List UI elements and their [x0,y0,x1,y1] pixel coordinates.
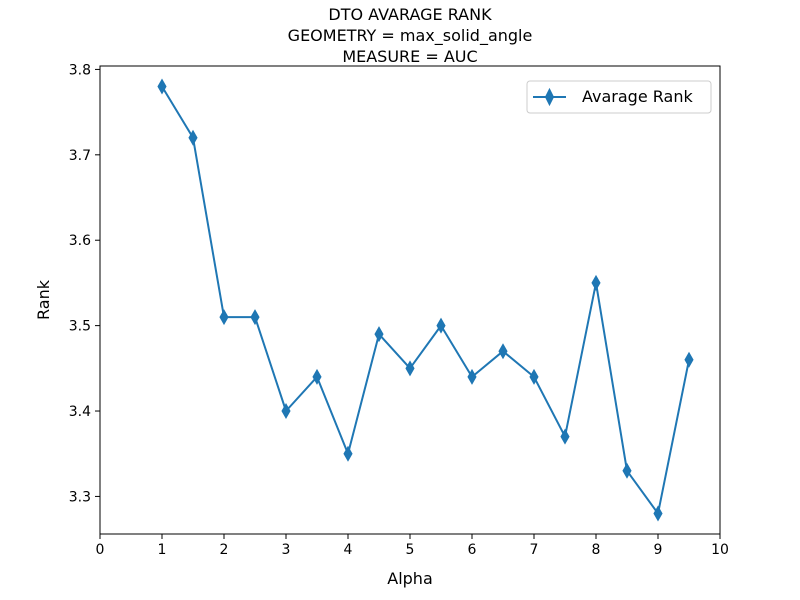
data-point-marker [188,129,198,146]
data-point-marker [405,360,415,377]
legend-box [526,80,712,114]
legend-label: Avarage Rank [582,87,693,106]
x-tick-label: 7 [530,542,539,558]
legend-marker-swatch [544,87,555,107]
x-tick-label: 8 [592,542,601,558]
data-point-marker [436,317,446,334]
chart-title: DTO AVARAGE RANK GEOMETRY = max_solid_an… [288,5,533,66]
x-tick-label: 0 [96,542,105,558]
data-point-marker [529,368,539,385]
x-tick-label: 1 [158,542,167,558]
data-point-marker [622,462,632,479]
data-point-marker [498,343,508,360]
y-tick-label: 3.8 [69,62,91,78]
data-point-marker [219,309,229,326]
y-tick-label: 3.4 [69,404,91,420]
data-point-marker [281,403,291,420]
data-point-marker [560,428,570,445]
series-markers [157,78,694,522]
x-tick-label: 2 [220,542,229,558]
plot-area [100,66,720,534]
x-tick-label: 6 [468,542,477,558]
y-tick-label: 3.5 [69,319,91,335]
data-point-marker [343,445,353,462]
title-line-3: MEASURE = AUC [342,47,477,66]
y-tick-label: 3.3 [69,489,91,505]
x-tick-label: 4 [344,542,353,558]
title-line-2: GEOMETRY = max_solid_angle [288,26,533,46]
data-point-marker [591,274,601,291]
x-axis-ticks: 0 1 2 3 4 5 6 7 8 9 10 [96,534,729,558]
y-axis-ticks: 3.3 3.4 3.5 3.6 3.7 3.8 [69,62,100,505]
y-tick-label: 3.7 [69,148,91,164]
x-tick-label: 9 [654,542,663,558]
data-point-marker [250,309,260,326]
data-point-marker [157,78,167,95]
y-axis-label: Rank [34,279,53,320]
data-point-marker [653,505,663,522]
series-line-avarage-rank [161,85,690,515]
data-point-marker [467,368,477,385]
data-point-marker [684,351,694,368]
x-tick-label: 3 [282,542,291,558]
data-point-marker [312,368,322,385]
title-line-1: DTO AVARAGE RANK [328,5,492,24]
x-axis-label: Alpha [387,569,433,588]
x-tick-label: 10 [711,542,729,558]
y-tick-label: 3.6 [69,233,91,249]
legend: Avarage Rank [526,80,712,114]
data-point-marker [374,326,384,343]
x-tick-label: 5 [406,542,415,558]
plot-frame [99,65,721,535]
